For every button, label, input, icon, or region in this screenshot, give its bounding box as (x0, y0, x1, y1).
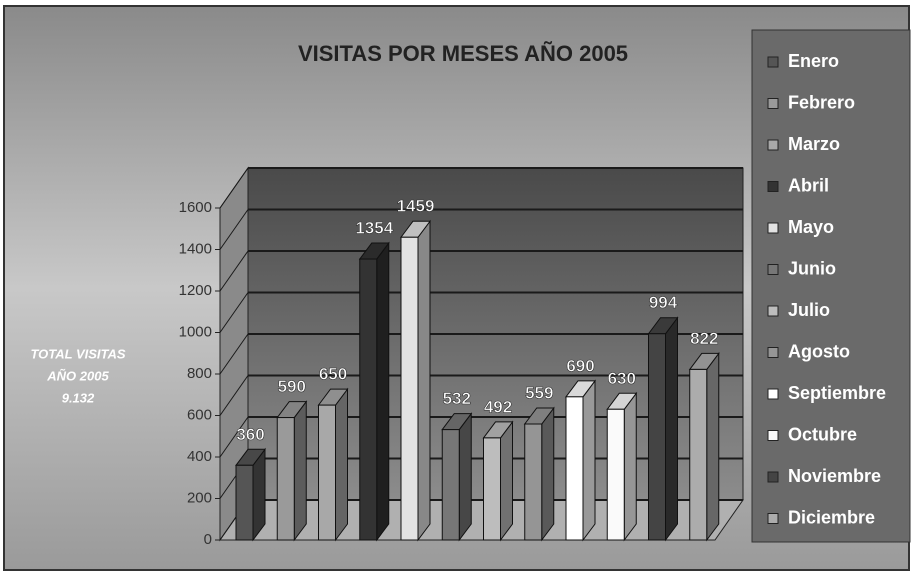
value-label: 559 (525, 383, 553, 402)
bar (648, 333, 666, 541)
grid-line-side (219, 333, 249, 375)
grid-line-side (219, 250, 249, 292)
value-label: 1354 (355, 219, 393, 238)
legend-label: Mayo (788, 217, 834, 237)
y-tick-label: 1600 (179, 199, 212, 216)
y-tick-label: 1200 (179, 282, 212, 299)
bar-side (458, 412, 472, 542)
grid-line-side (219, 416, 249, 458)
y-tick-label: 1000 (179, 323, 212, 340)
grid-line-side (219, 375, 249, 416)
legend-label: Julio (788, 300, 830, 320)
bar-side (541, 406, 555, 542)
value-label: 994 (649, 293, 678, 312)
legend-swatch (767, 388, 779, 400)
y-tick-label: 800 (187, 365, 212, 382)
bar (359, 258, 378, 541)
bar (565, 396, 584, 541)
side-note-line: 9.132 (62, 390, 95, 405)
legend-swatch (767, 471, 779, 483)
value-label: 590 (278, 377, 306, 396)
y-tick-label: 600 (187, 406, 212, 423)
bar-side (623, 391, 637, 542)
legend-label: Diciembre (788, 507, 875, 527)
bar (441, 429, 460, 541)
y-tick-label: 200 (187, 489, 212, 506)
legend-label: Marzo (788, 134, 840, 154)
value-label: 690 (566, 356, 594, 375)
legend-label: Abril (788, 175, 829, 195)
legend-swatch (767, 56, 779, 68)
value-label: 650 (319, 365, 347, 384)
value-label: 492 (484, 397, 512, 416)
side-note-line: TOTAL VISITAS (30, 346, 125, 361)
bar-side (293, 400, 307, 542)
legend-label: Agosto (788, 341, 850, 361)
bar-side (335, 387, 348, 542)
legend-swatch (767, 264, 779, 275)
legend-label: Febrero (788, 92, 855, 112)
legend-label: Junio (788, 258, 836, 278)
bar (606, 408, 625, 541)
y-tick-label: 400 (187, 448, 212, 465)
side-note: TOTAL VISITAS AÑO 2005 9.132 (30, 346, 125, 405)
legend-swatch (767, 139, 779, 151)
legend-swatch (767, 347, 779, 358)
value-label: 532 (443, 389, 471, 408)
bar-side (582, 379, 596, 542)
legend-swatch (767, 305, 779, 317)
value-label: 1459 (397, 197, 435, 216)
y-tick-label: 0 (204, 531, 212, 548)
bar (235, 464, 254, 541)
grid-line-side (219, 292, 249, 333)
bar-side (376, 241, 390, 542)
legend-label: Octubre (788, 424, 857, 444)
chart-title: VISITAS POR MESES AÑO 2005 (298, 41, 628, 66)
legend-label: Septiembre (788, 383, 886, 403)
side-note-line: AÑO 2005 (46, 368, 109, 383)
bar (318, 404, 336, 541)
grid-line-side (219, 167, 249, 209)
bar (400, 236, 419, 541)
bar (689, 368, 708, 541)
bar-side (417, 219, 431, 542)
bar-side (665, 316, 678, 542)
legend-swatch (767, 513, 779, 524)
bar (276, 417, 295, 541)
bar-side (500, 420, 513, 542)
value-label: 822 (690, 329, 718, 348)
legend-swatch (767, 181, 779, 192)
legend-label: Noviembre (788, 466, 881, 486)
legend-box (751, 29, 911, 543)
grid-line-side (219, 209, 249, 250)
bar (524, 423, 543, 541)
bar-side (706, 351, 720, 542)
legend-swatch (767, 222, 779, 234)
legend-swatch (767, 98, 779, 109)
value-label: 360 (236, 425, 264, 444)
legend-label: Enero (788, 51, 839, 71)
y-tick-label: 1400 (179, 240, 212, 257)
legend-swatch (767, 430, 779, 441)
bar (483, 437, 501, 541)
value-label: 630 (608, 369, 636, 388)
